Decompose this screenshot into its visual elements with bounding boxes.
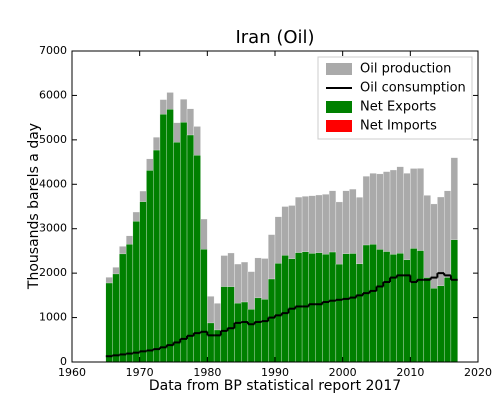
bar bbox=[308, 253, 316, 363]
x-axis-label: Data from BP statistical report 2017 bbox=[149, 378, 401, 394]
y-axis-label: Thousands barels a day bbox=[26, 123, 42, 290]
legend-swatch bbox=[326, 63, 352, 75]
x-tick-label: 1980 bbox=[193, 366, 221, 379]
bar bbox=[105, 282, 113, 363]
bar bbox=[159, 114, 167, 363]
bar bbox=[186, 134, 194, 363]
legend-label: Net Exports bbox=[360, 100, 437, 115]
bar bbox=[207, 322, 215, 363]
legend: Oil production Oil consumption Net Exports… bbox=[317, 56, 473, 140]
bar bbox=[349, 253, 357, 363]
bar bbox=[268, 278, 276, 363]
bar bbox=[416, 250, 425, 363]
bar bbox=[200, 249, 208, 363]
bar bbox=[180, 122, 188, 363]
bar bbox=[444, 277, 452, 363]
y-tick-label: 2000 bbox=[39, 266, 67, 279]
x-tick-label: 1970 bbox=[126, 366, 154, 379]
bar bbox=[146, 170, 154, 363]
bar bbox=[430, 288, 438, 363]
bar bbox=[234, 302, 242, 363]
bar bbox=[335, 263, 343, 363]
bar bbox=[220, 286, 228, 363]
bar bbox=[132, 221, 140, 363]
bar bbox=[423, 277, 431, 363]
bar bbox=[322, 254, 330, 363]
bar bbox=[396, 253, 404, 363]
bar bbox=[261, 299, 269, 363]
bar bbox=[410, 248, 418, 363]
x-tick-label: 2010 bbox=[396, 366, 424, 379]
bar bbox=[153, 149, 161, 363]
legend-label: Net Imports bbox=[360, 119, 437, 134]
bar bbox=[328, 251, 337, 363]
bar bbox=[342, 253, 350, 363]
bar bbox=[362, 244, 370, 363]
bar bbox=[376, 249, 384, 363]
y-tick-label: 0 bbox=[60, 355, 67, 368]
legend-label: Oil consumption bbox=[360, 81, 466, 96]
x-tick-label: 1960 bbox=[58, 366, 86, 379]
y-tick-label: 4000 bbox=[39, 177, 67, 190]
bar bbox=[119, 253, 127, 363]
chart-title: Iran (Oil) bbox=[235, 27, 314, 48]
bar bbox=[356, 263, 364, 363]
bar bbox=[241, 301, 249, 363]
bar bbox=[288, 258, 296, 363]
bar bbox=[125, 244, 134, 363]
bar bbox=[227, 286, 235, 363]
bar bbox=[274, 263, 282, 363]
bar bbox=[193, 155, 201, 363]
bar bbox=[247, 309, 255, 363]
bar bbox=[254, 297, 262, 363]
y-tick-label: 1000 bbox=[39, 311, 67, 324]
bar bbox=[112, 273, 120, 363]
x-tick-label: 2000 bbox=[329, 366, 357, 379]
bar bbox=[315, 252, 323, 363]
y-tick-label: 3000 bbox=[39, 222, 67, 235]
legend-label: Oil production bbox=[360, 62, 451, 77]
bar bbox=[389, 254, 397, 363]
x-tick-label: 1990 bbox=[261, 366, 289, 379]
y-tick-label: 6000 bbox=[39, 88, 67, 101]
bar bbox=[437, 285, 445, 363]
x-tick-label: 2020 bbox=[464, 366, 492, 379]
bar bbox=[281, 255, 289, 363]
legend-swatch bbox=[326, 101, 352, 113]
bar bbox=[369, 244, 377, 363]
bar bbox=[173, 142, 181, 363]
legend-swatch bbox=[326, 120, 352, 132]
bar bbox=[166, 109, 174, 363]
bar bbox=[383, 251, 391, 363]
bar bbox=[450, 239, 458, 363]
y-tick-label: 7000 bbox=[39, 44, 67, 57]
y-tick-label: 5000 bbox=[39, 133, 67, 146]
bar bbox=[139, 201, 147, 363]
